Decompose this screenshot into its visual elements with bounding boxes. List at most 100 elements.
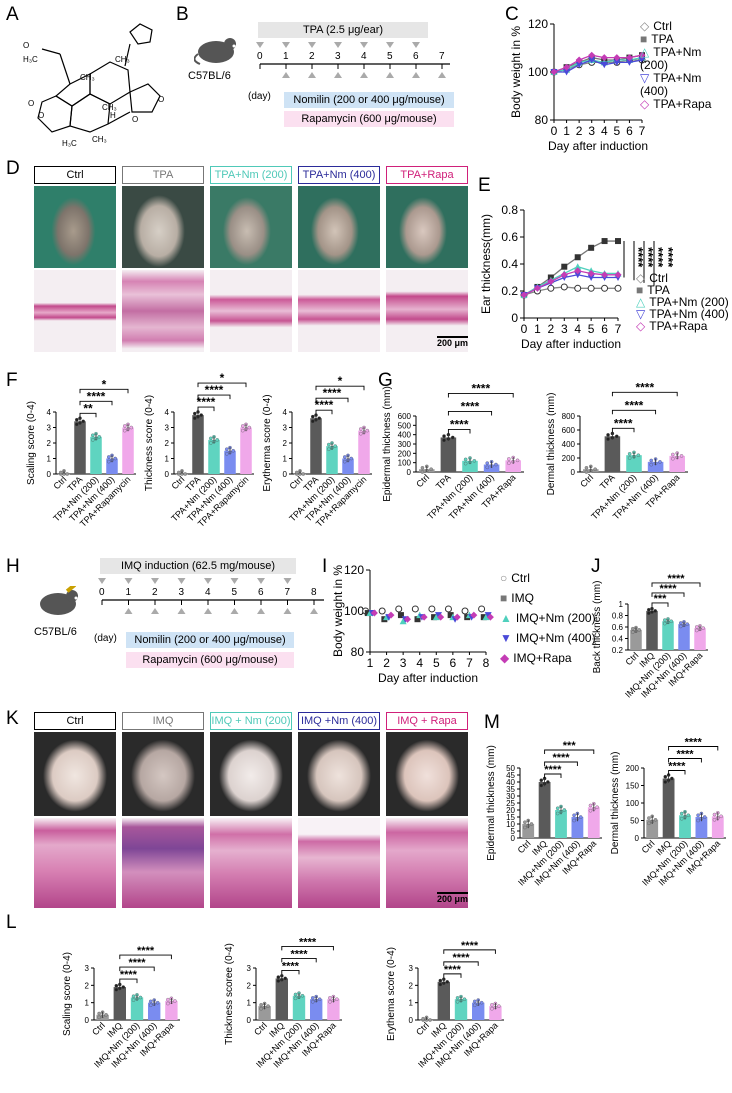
y-tick-label: 0 — [571, 468, 576, 477]
sig-label: **** — [659, 583, 677, 595]
legend-label: Ctrl — [511, 571, 530, 585]
data-point — [364, 610, 371, 617]
y-tick-label: 0.4 — [501, 257, 518, 271]
bar-point — [266, 1004, 270, 1008]
bar — [647, 461, 664, 472]
y-tick-label: 400 — [398, 431, 412, 440]
bar-point — [695, 625, 699, 629]
y-tick-label: 200 — [562, 454, 576, 463]
data-point — [378, 607, 386, 615]
group-label-4: TPA+Rapa — [386, 166, 468, 184]
mouse-strain-h: C57BL/6 — [34, 626, 77, 638]
induction-triangle — [386, 42, 394, 48]
legend-marker: ◇ — [636, 319, 646, 333]
bar-point — [311, 419, 315, 424]
data-point — [411, 605, 419, 613]
sig-label: **** — [120, 969, 138, 981]
timeline-axis-b: 0 1 2 3 4 5 6 7 — [256, 42, 450, 78]
svg-text:O: O — [28, 99, 34, 108]
y-tick-label: 1 — [283, 455, 288, 464]
sig-label: *** — [563, 740, 577, 752]
data-point — [613, 54, 621, 62]
legend-entry: △ TPA+Nm (200) — [640, 46, 732, 72]
y-tick-label: 2 — [283, 439, 288, 448]
y-tick-label: 15 — [506, 813, 515, 822]
y-tick-label: 600 — [398, 412, 412, 421]
induction-triangle — [412, 42, 420, 48]
data-point — [478, 605, 486, 613]
bar — [662, 621, 674, 650]
bar — [522, 824, 535, 838]
y-axis-label: Erythema score (0-4) — [386, 947, 397, 1041]
bar-point — [490, 1003, 494, 1007]
data-point — [638, 51, 646, 59]
y-axis-label: Epidermal thickness (mm) — [382, 386, 393, 502]
legend-marker: ▼ — [500, 631, 512, 645]
bar-point — [712, 818, 717, 822]
legend-label: TPA+Nm (400) — [640, 71, 702, 98]
legend-marker: ▲ — [500, 611, 512, 625]
bar-point — [663, 621, 667, 626]
y-tick-label: 0.2 — [612, 646, 624, 655]
sig-label: **** — [471, 381, 490, 395]
data-point — [614, 284, 622, 292]
sig-label: * — [102, 377, 107, 391]
histology-photo — [122, 270, 204, 352]
bar-point — [455, 1000, 460, 1004]
induction-triangle — [230, 578, 239, 584]
sig-bracket — [544, 773, 562, 778]
y-tick-label: 20 — [506, 806, 515, 815]
sig-bracket — [79, 412, 97, 418]
data-point — [453, 613, 461, 621]
sig-bracket — [611, 427, 635, 433]
legend-marker: ▽ — [640, 71, 650, 85]
bar-point — [529, 822, 534, 826]
y-axis-label: Erytherma score (0-4) — [262, 394, 273, 491]
y-tick-label: 500 — [398, 421, 412, 430]
panel-label-j: J — [591, 556, 601, 577]
scale-bar: 200 μm — [436, 892, 468, 904]
bar — [208, 439, 220, 474]
treatment-triangle — [151, 608, 159, 614]
timeline-day-label: 7 — [285, 587, 291, 598]
timeline-day-label: 1 — [126, 587, 132, 598]
y-tick-label: 100 — [344, 604, 364, 618]
bar-point — [138, 995, 143, 1000]
y-tick-label: 0 — [247, 1016, 252, 1025]
panel-label-k: K — [6, 708, 19, 729]
bar-point — [653, 818, 658, 822]
x-axis-label: Day after induction — [521, 337, 621, 351]
sig-label: **** — [290, 948, 308, 960]
bar-point — [671, 452, 675, 457]
bar-point — [584, 466, 589, 470]
bar — [130, 997, 144, 1020]
data-point — [600, 54, 608, 62]
bar-point — [129, 425, 133, 430]
sig-label: * — [220, 372, 225, 385]
data-point — [480, 614, 487, 621]
data-point — [370, 609, 378, 617]
y-tick-label: 2 — [165, 439, 170, 448]
y-tick-label: 1 — [47, 455, 52, 464]
x-tick-label: 7 — [615, 322, 622, 336]
legend-entry: ▽ TPA+Nm (400) — [640, 72, 732, 98]
y-tick-label: 120 — [528, 17, 548, 31]
data-point — [587, 284, 595, 292]
sig-bracket — [281, 945, 334, 951]
bar-point — [679, 624, 683, 629]
bar-point — [428, 1018, 432, 1022]
histology-photo — [298, 270, 380, 352]
bar — [292, 995, 306, 1020]
y-axis-label: Dermal thickness (mm) — [610, 752, 621, 855]
sig-label: **** — [676, 749, 694, 761]
bar-point — [588, 808, 593, 813]
bar-point — [317, 416, 321, 420]
bar-point — [421, 1016, 425, 1021]
bar-point — [562, 808, 567, 812]
sig-bracket — [119, 954, 172, 960]
bar — [571, 817, 584, 838]
y-tick-label: 0.8 — [612, 612, 624, 621]
svg-text:O: O — [158, 95, 164, 104]
